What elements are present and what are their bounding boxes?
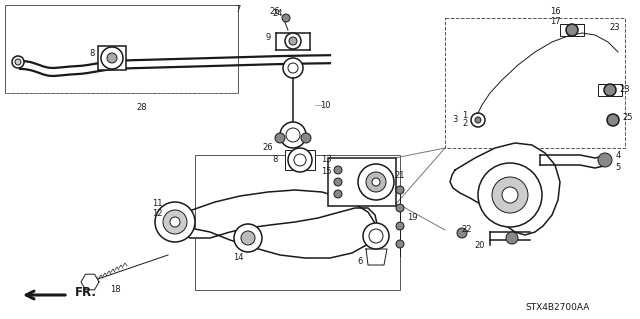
Text: 5: 5 [616, 162, 621, 172]
Circle shape [282, 14, 290, 22]
Text: 23: 23 [610, 24, 620, 33]
Text: 22: 22 [461, 226, 472, 234]
Polygon shape [450, 143, 560, 235]
Text: 7: 7 [236, 5, 241, 14]
Circle shape [289, 37, 297, 45]
Text: 25: 25 [623, 114, 633, 122]
Text: 26: 26 [262, 144, 273, 152]
Text: 8: 8 [90, 48, 95, 57]
Text: 2: 2 [462, 120, 468, 129]
Text: 24: 24 [273, 10, 284, 19]
Circle shape [471, 113, 485, 127]
Circle shape [241, 231, 255, 245]
Text: 3: 3 [452, 115, 458, 124]
Circle shape [372, 178, 380, 186]
Circle shape [286, 128, 300, 142]
Circle shape [155, 202, 195, 242]
Circle shape [366, 172, 386, 192]
Circle shape [566, 24, 578, 36]
Circle shape [502, 187, 518, 203]
Circle shape [334, 178, 342, 186]
Circle shape [334, 190, 342, 198]
Circle shape [396, 222, 404, 230]
Circle shape [598, 153, 612, 167]
Circle shape [506, 232, 518, 244]
Bar [560, 24, 584, 36]
Bar [328, 158, 396, 206]
Bar [598, 84, 622, 96]
Text: 23: 23 [620, 85, 630, 94]
Circle shape [101, 47, 123, 69]
Text: FR.: FR. [75, 286, 97, 299]
Circle shape [604, 84, 616, 96]
Text: 11: 11 [152, 198, 163, 207]
Circle shape [170, 217, 180, 227]
Text: 21: 21 [395, 170, 405, 180]
Circle shape [285, 33, 301, 49]
Circle shape [607, 114, 619, 126]
Circle shape [492, 177, 528, 213]
Text: 14: 14 [233, 254, 243, 263]
Circle shape [107, 53, 117, 63]
Circle shape [12, 56, 24, 68]
Text: STX4B2700AA: STX4B2700AA [525, 302, 590, 311]
Circle shape [294, 154, 306, 166]
Circle shape [288, 148, 312, 172]
Circle shape [163, 210, 187, 234]
Circle shape [396, 204, 404, 212]
Circle shape [396, 186, 404, 194]
Circle shape [280, 122, 306, 148]
Text: 18: 18 [109, 286, 120, 294]
Circle shape [283, 58, 303, 78]
Circle shape [288, 63, 298, 73]
Circle shape [15, 59, 21, 65]
Circle shape [457, 228, 467, 238]
Polygon shape [366, 249, 387, 265]
Text: 19: 19 [407, 213, 417, 222]
Text: 17: 17 [550, 18, 560, 26]
Text: 28: 28 [137, 103, 147, 113]
Circle shape [334, 166, 342, 174]
Circle shape [369, 229, 383, 243]
Text: 9: 9 [266, 33, 271, 42]
Text: 15: 15 [321, 167, 332, 176]
Text: 20: 20 [475, 241, 485, 249]
Circle shape [358, 164, 394, 200]
Text: 6: 6 [357, 257, 363, 266]
Circle shape [478, 163, 542, 227]
Text: 10: 10 [320, 100, 330, 109]
Bar [98, 46, 126, 70]
Polygon shape [81, 274, 99, 290]
Text: 1: 1 [462, 110, 468, 120]
Text: 26: 26 [269, 8, 280, 17]
Text: 16: 16 [550, 8, 560, 17]
Text: 8: 8 [272, 155, 278, 165]
Bar [195, 155, 400, 290]
Circle shape [475, 117, 481, 123]
Text: 4: 4 [616, 151, 621, 160]
Circle shape [275, 133, 285, 143]
Circle shape [301, 133, 311, 143]
Text: 12: 12 [152, 209, 163, 218]
Circle shape [363, 223, 389, 249]
Bar [445, 18, 625, 148]
Polygon shape [175, 208, 378, 258]
Circle shape [234, 224, 262, 252]
Text: 13: 13 [321, 155, 332, 165]
Bar [285, 150, 315, 170]
Circle shape [396, 240, 404, 248]
Bar [5, 5, 238, 93]
